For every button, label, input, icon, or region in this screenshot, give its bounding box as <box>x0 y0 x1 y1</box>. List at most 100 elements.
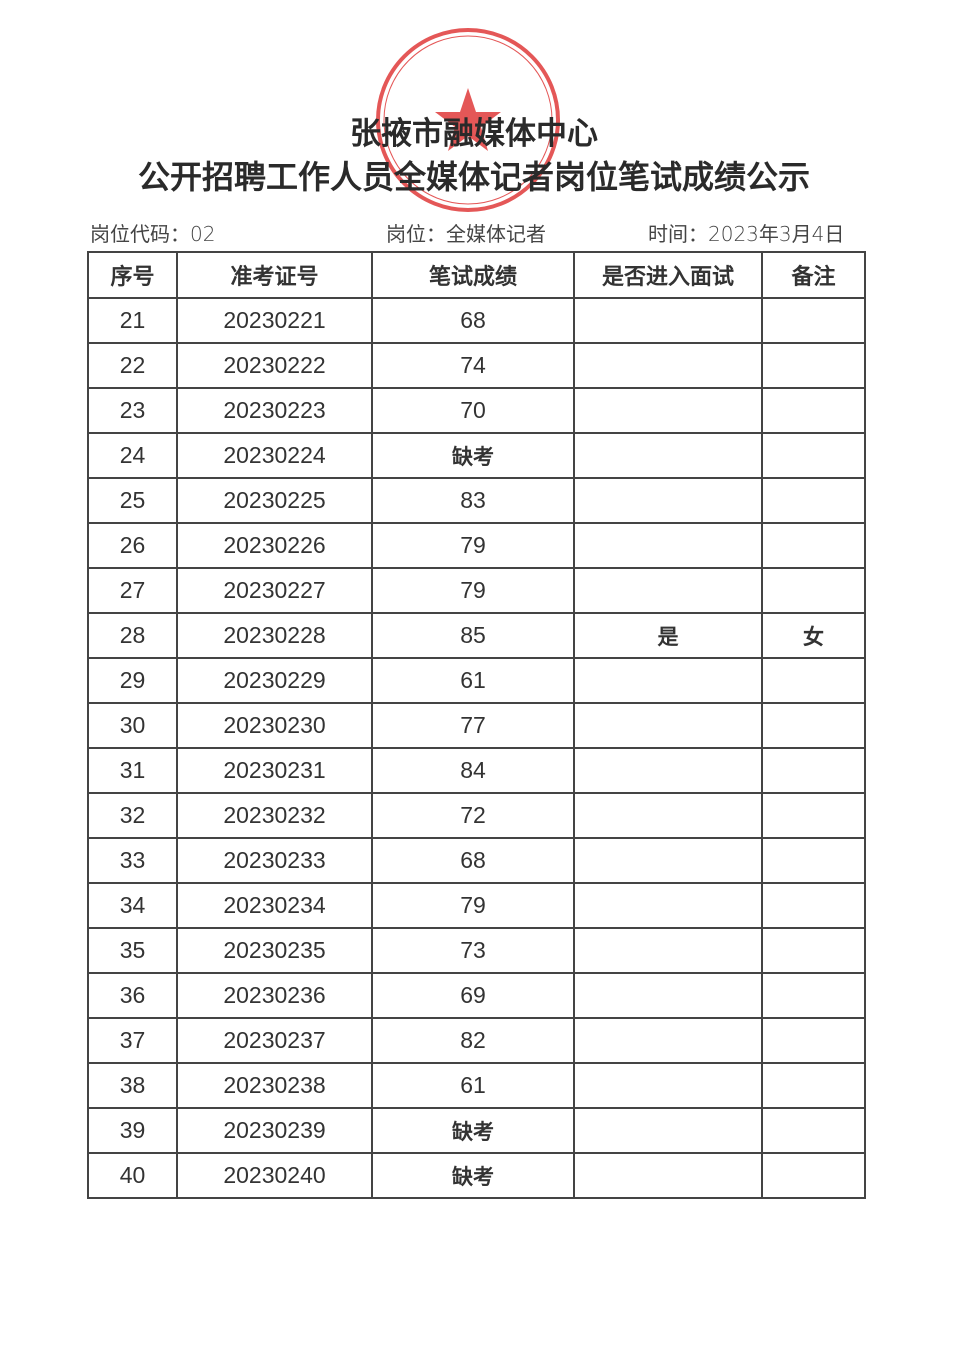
row-number: 22 <box>87 342 178 389</box>
written-score: 69 <box>371 972 575 1019</box>
remarks <box>761 747 866 794</box>
remarks <box>761 567 866 614</box>
interview-status <box>573 342 763 389</box>
exam-ticket-number: 20230238 <box>176 1062 373 1109</box>
interview-status <box>573 387 763 434</box>
exam-ticket-number: 20230222 <box>176 342 373 389</box>
table-row: 25 20230225 83 <box>87 477 866 524</box>
table-row: 22 20230222 74 <box>87 342 866 389</box>
row-number: 32 <box>87 792 178 839</box>
exam-ticket-number: 20230240 <box>176 1152 373 1199</box>
interview-status <box>573 882 763 929</box>
row-number: 33 <box>87 837 178 884</box>
written-score: 85 <box>371 612 575 659</box>
table-row: 29 20230229 61 <box>87 657 866 704</box>
written-score: 70 <box>371 387 575 434</box>
exam-ticket-number: 20230227 <box>176 567 373 614</box>
row-number: 28 <box>87 612 178 659</box>
table-row: 35 20230235 73 <box>87 927 866 974</box>
column-header: 序号 <box>87 251 178 299</box>
table-row: 30 20230230 77 <box>87 702 866 749</box>
table-row: 24 20230224 缺考 <box>87 432 866 479</box>
remarks <box>761 837 866 884</box>
row-number: 25 <box>87 477 178 524</box>
table-row: 40 20230240 缺考 <box>87 1152 866 1199</box>
row-number: 34 <box>87 882 178 929</box>
table-body: 21 20230221 68 22 20230222 74 23 20230223 70 24 20… <box>87 297 866 1199</box>
table-row: 33 20230233 68 <box>87 837 866 884</box>
column-header: 准考证号 <box>176 251 373 299</box>
written-score: 缺考 <box>371 1107 575 1154</box>
exam-ticket-number: 20230223 <box>176 387 373 434</box>
remarks <box>761 972 866 1019</box>
written-score: 72 <box>371 792 575 839</box>
position-code: 岗位代码：02 <box>90 222 216 246</box>
exam-ticket-number: 20230236 <box>176 972 373 1019</box>
written-score: 84 <box>371 747 575 794</box>
remarks <box>761 1017 866 1064</box>
table-row: 39 20230239 缺考 <box>87 1107 866 1154</box>
interview-status <box>573 1152 763 1199</box>
remarks <box>761 1062 866 1109</box>
written-score: 82 <box>371 1017 575 1064</box>
position-name: 岗位：全媒体记者 <box>386 222 546 246</box>
table-row: 26 20230226 79 <box>87 522 866 569</box>
remarks <box>761 792 866 839</box>
row-number: 40 <box>87 1152 178 1199</box>
row-number: 26 <box>87 522 178 569</box>
remarks: 女 <box>761 612 866 659</box>
row-number: 30 <box>87 702 178 749</box>
remarks <box>761 1107 866 1154</box>
exam-ticket-number: 20230228 <box>176 612 373 659</box>
written-score: 68 <box>371 837 575 884</box>
written-score: 61 <box>371 1062 575 1109</box>
written-score: 79 <box>371 882 575 929</box>
interview-status <box>573 522 763 569</box>
row-number: 27 <box>87 567 178 614</box>
column-header: 笔试成绩 <box>371 251 575 299</box>
remarks <box>761 702 866 749</box>
exam-ticket-number: 20230221 <box>176 297 373 344</box>
table-row: 27 20230227 79 <box>87 567 866 614</box>
exam-ticket-number: 20230234 <box>176 882 373 929</box>
exam-ticket-number: 20230226 <box>176 522 373 569</box>
table-row: 28 20230228 85 是女 <box>87 612 866 659</box>
written-score: 77 <box>371 702 575 749</box>
written-score: 68 <box>371 297 575 344</box>
exam-ticket-number: 20230232 <box>176 792 373 839</box>
table-row: 37 20230237 82 <box>87 1017 866 1064</box>
table-row: 38 20230238 61 <box>87 1062 866 1109</box>
interview-status <box>573 432 763 479</box>
interview-status <box>573 567 763 614</box>
written-score: 74 <box>371 342 575 389</box>
exam-ticket-number: 20230239 <box>176 1107 373 1154</box>
interview-status <box>573 477 763 524</box>
row-number: 38 <box>87 1062 178 1109</box>
table-row: 31 20230231 84 <box>87 747 866 794</box>
document-subtitle: 公开招聘工作人员全媒体记者岗位笔试成绩公示 <box>137 158 810 196</box>
interview-status <box>573 927 763 974</box>
exam-ticket-number: 20230225 <box>176 477 373 524</box>
written-score: 缺考 <box>371 432 575 479</box>
interview-status <box>573 972 763 1019</box>
written-score: 79 <box>371 567 575 614</box>
announcement-date: 时间：2023年3月4日 <box>648 222 845 246</box>
remarks <box>761 1152 866 1199</box>
exam-ticket-number: 20230230 <box>176 702 373 749</box>
table-row: 32 20230232 72 <box>87 792 866 839</box>
written-score: 79 <box>371 522 575 569</box>
interview-status <box>573 657 763 704</box>
interview-status <box>573 702 763 749</box>
interview-status <box>573 1107 763 1154</box>
row-number: 39 <box>87 1107 178 1154</box>
exam-ticket-number: 20230237 <box>176 1017 373 1064</box>
table-row: 21 20230221 68 <box>87 297 866 344</box>
scores-table: 序号 准考证号 笔试成绩 是否进入面试 备注 21 20230221 68 22 2023022… <box>87 251 866 1199</box>
remarks <box>761 387 866 434</box>
remarks <box>761 432 866 479</box>
document-title: 张掖市融媒体中心 <box>350 116 598 152</box>
remarks <box>761 477 866 524</box>
remarks <box>761 522 866 569</box>
remarks <box>761 882 866 929</box>
remarks <box>761 342 866 389</box>
